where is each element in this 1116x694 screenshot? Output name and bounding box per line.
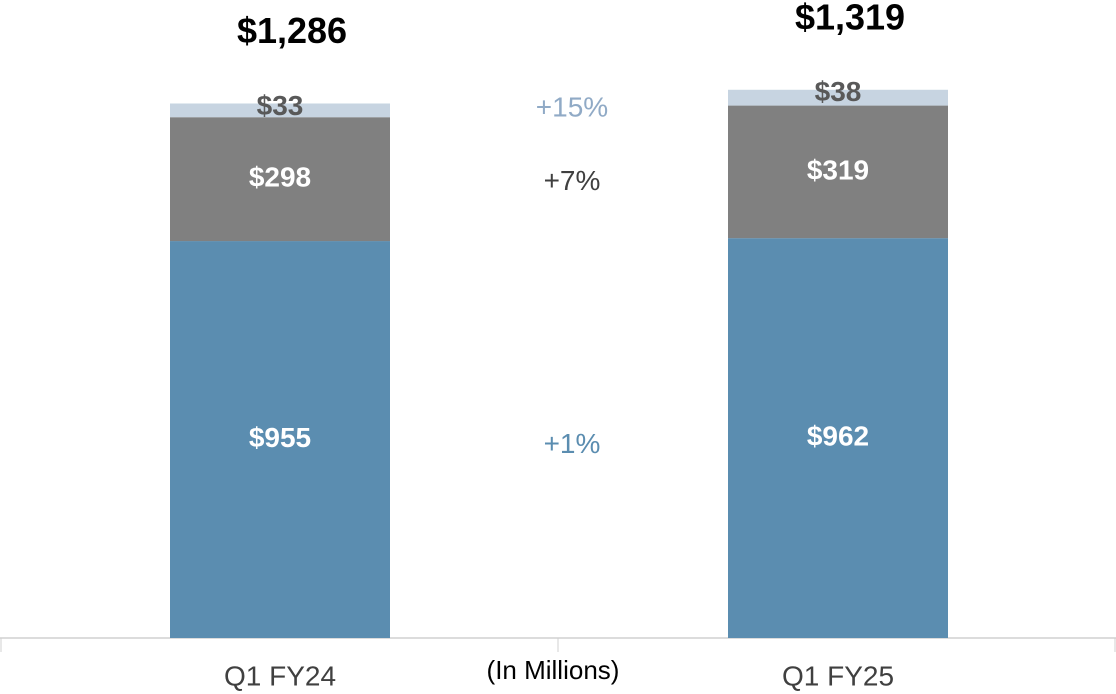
total-label: $1,286 (237, 10, 347, 51)
change-label: +1% (544, 428, 601, 459)
bar-segment (170, 117, 390, 242)
value-label: $962 (807, 420, 869, 451)
value-label: $298 (249, 162, 311, 193)
x-tick-label: Q1 FY24 (224, 660, 336, 691)
value-label: $319 (807, 154, 869, 185)
value-label: $38 (815, 76, 862, 107)
change-label: +15% (536, 91, 608, 122)
note: (In Millions) (487, 655, 620, 685)
bar-segment (170, 103, 390, 118)
bar-segment (728, 105, 948, 239)
bar-segment (728, 238, 948, 639)
value-label: $955 (249, 422, 311, 453)
total-label: $1,319 (795, 0, 905, 37)
bar-segment (728, 89, 948, 106)
x-tick-label: Q1 FY25 (782, 660, 894, 691)
value-label: $33 (257, 90, 304, 121)
bar-segment (170, 241, 390, 638)
change-label: +7% (544, 165, 601, 196)
